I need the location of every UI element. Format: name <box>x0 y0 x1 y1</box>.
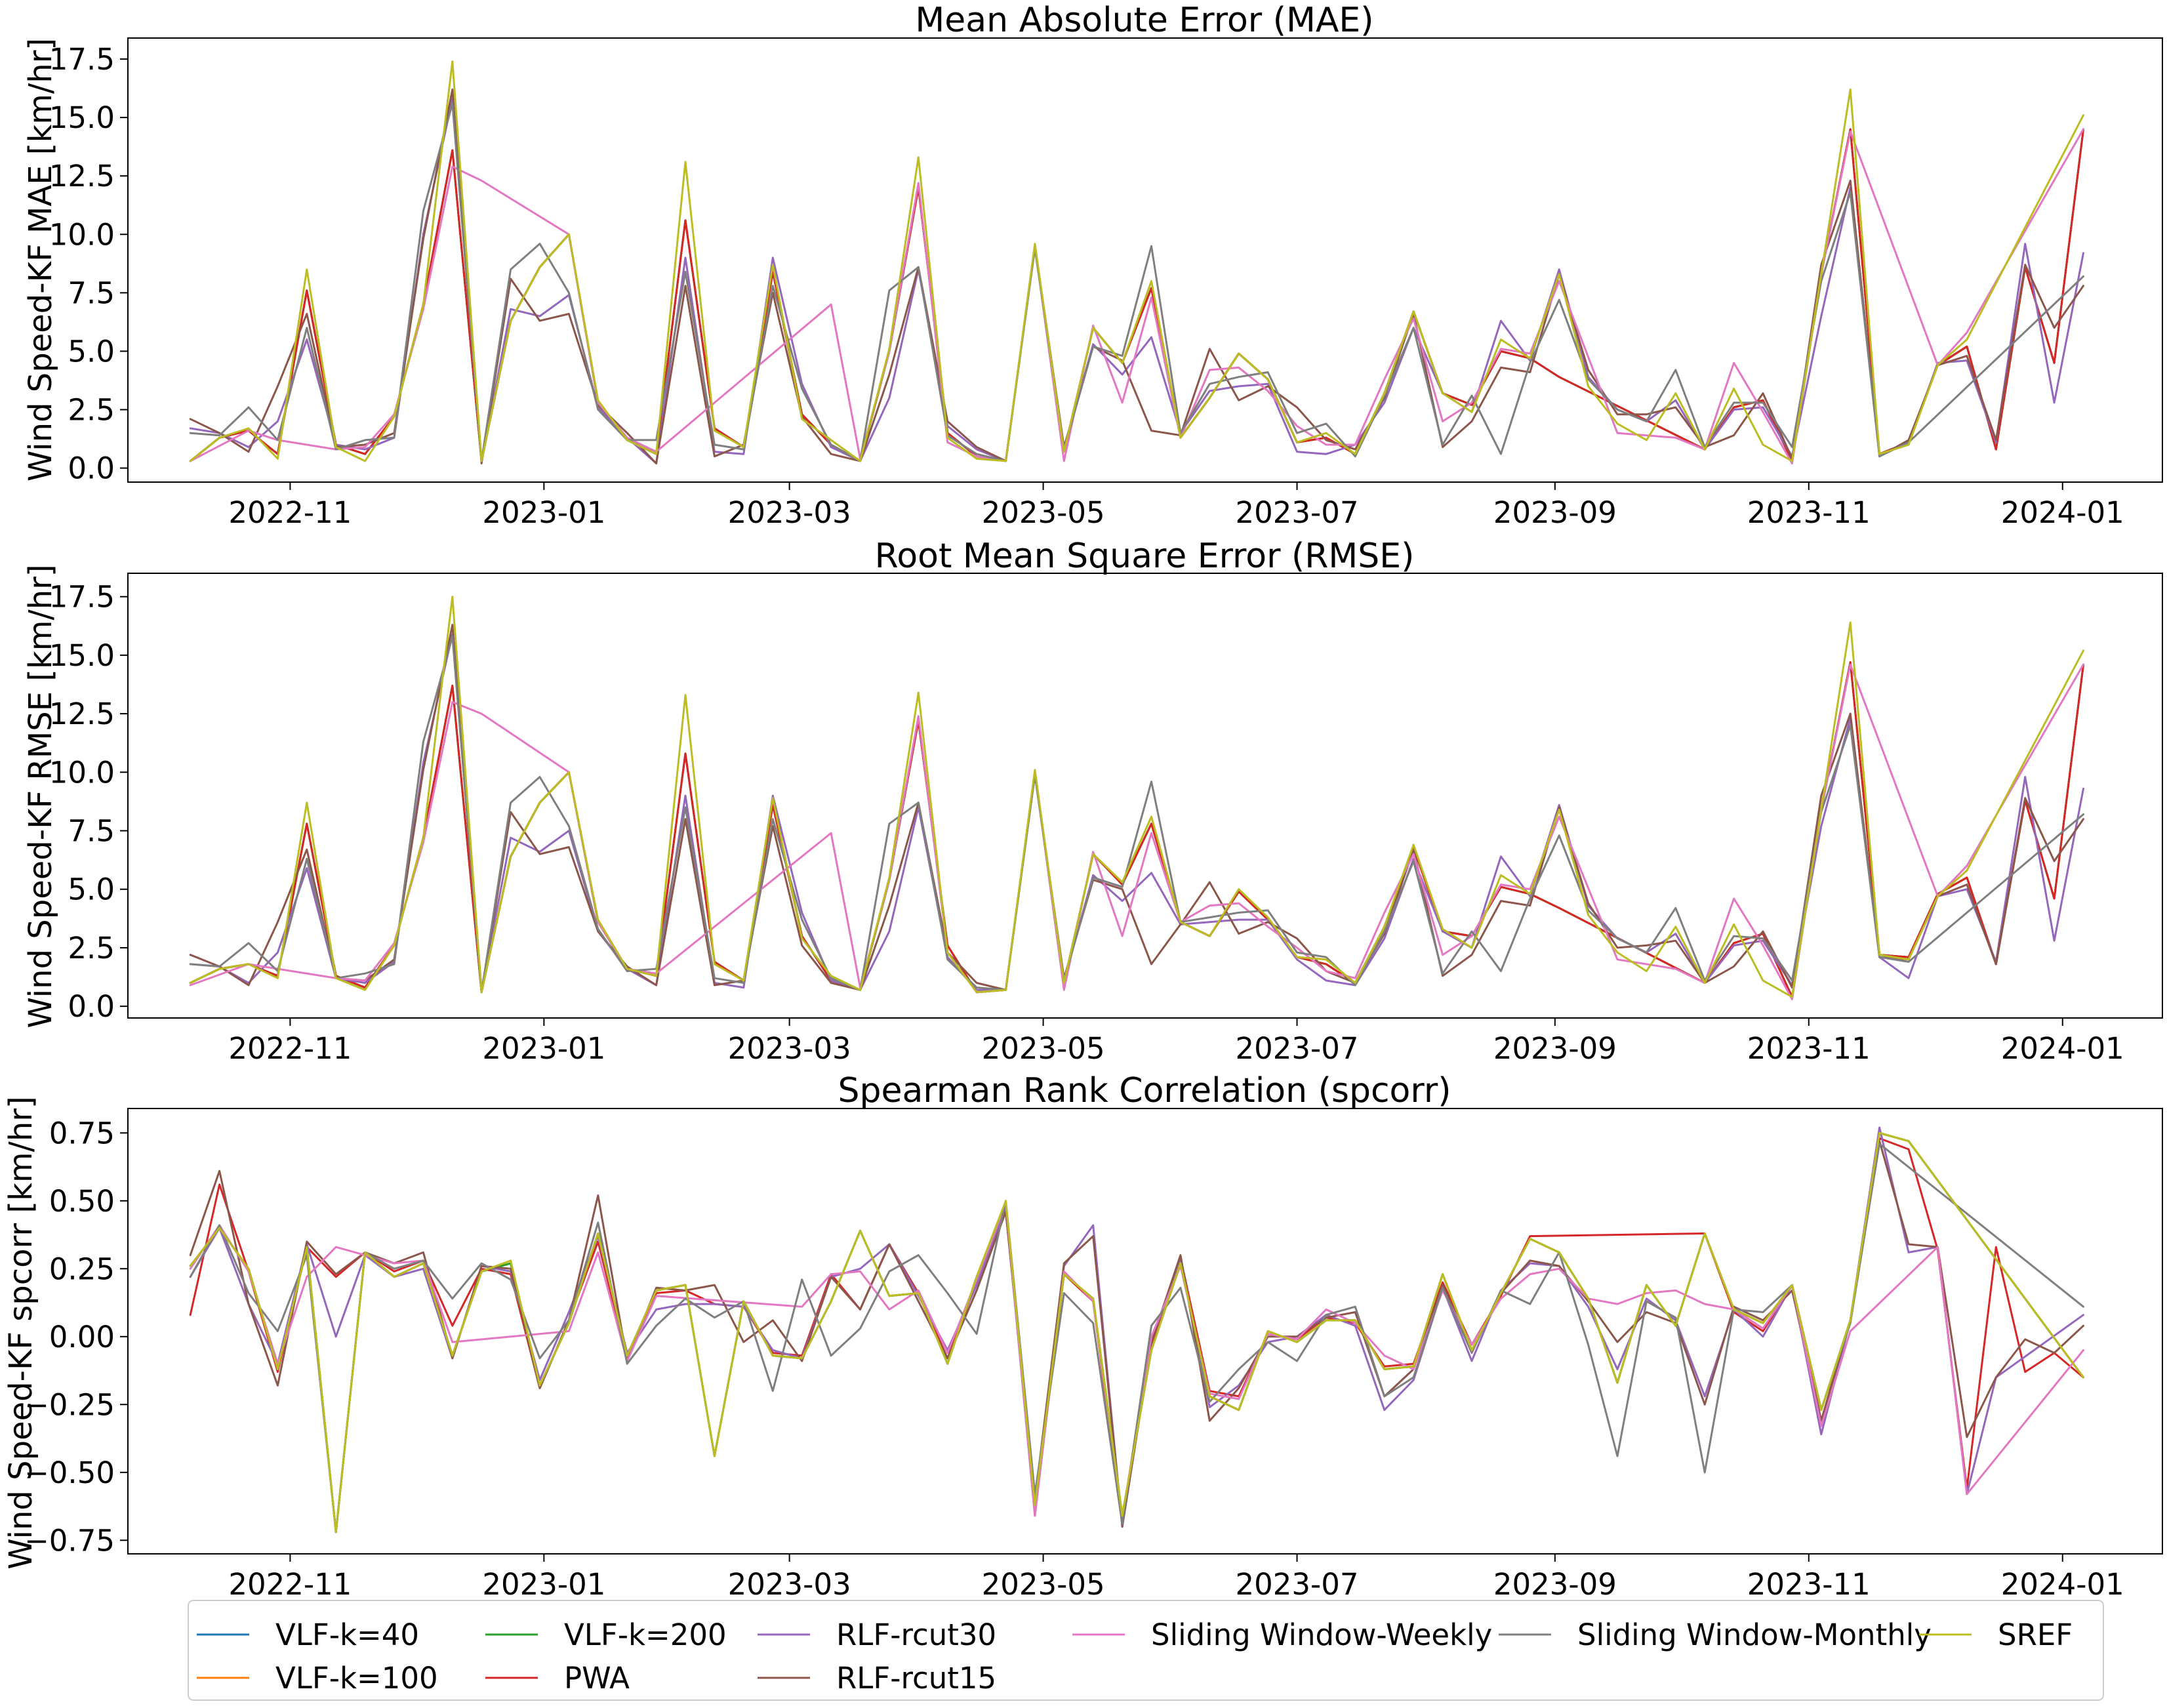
mae-series-lines <box>189 60 2084 464</box>
rmse-plot-frame <box>127 573 2163 1019</box>
rmse-xtick-label: 2023-09 <box>1493 1031 1617 1066</box>
mae-ylabel: Wind Speed-KF MAE [km/hr] <box>22 38 59 481</box>
spcorr-xtick-label: 2023-09 <box>1493 1567 1617 1602</box>
spcorr-ytick-label: −0.25 <box>24 1387 115 1422</box>
legend-box <box>188 1600 2104 1701</box>
spcorr-line-pwa <box>189 1137 2084 1525</box>
mae-xtick-label: 2023-05 <box>982 495 1105 530</box>
mae-panel: Mean Absolute Error (MAE) Wind Speed-KF … <box>22 1 2163 530</box>
mae-ytick-label: 12.5 <box>49 159 115 193</box>
mae-xtick-label: 2022-11 <box>228 495 352 530</box>
legend-label-rlf-rcut30: RLF-rcut30 <box>836 1617 996 1652</box>
spcorr-xtick-label: 2024-01 <box>2001 1567 2124 1602</box>
spcorr-line-rlf-rcut15 <box>189 1140 2084 1528</box>
spcorr-line-sliding-window-monthly <box>189 1143 2084 1534</box>
rmse-ytick-label: 7.5 <box>68 814 115 849</box>
mae-xtick-label: 2023-07 <box>1236 495 1359 530</box>
mae-line-rlf-rcut30 <box>189 98 2084 464</box>
rmse-line-sliding-window-weekly <box>189 663 2084 1000</box>
spcorr-xtick-label: 2023-05 <box>982 1567 1105 1602</box>
mae-ytick-label: 10.0 <box>49 217 115 252</box>
mae-line-sliding-window-monthly <box>189 102 2084 462</box>
rmse-line-rlf-rcut15 <box>189 624 2084 994</box>
mae-xtick-label: 2023-09 <box>1493 495 1617 530</box>
spcorr-title: Spearman Rank Correlation (spcorr) <box>838 1071 1451 1110</box>
spcorr-xtick-label: 2023-11 <box>1747 1567 1871 1602</box>
spcorr-xtick-label: 2022-11 <box>228 1567 352 1602</box>
spcorr-ytick-label: −0.50 <box>24 1455 115 1490</box>
spcorr-ticks: 2022-11 2023-01 2023-03 2023-05 2023-07 2023-… <box>24 1116 2124 1602</box>
rmse-panel: Root Mean Square Error (RMSE) Wind Speed… <box>22 537 2163 1066</box>
legend-label-pwa: PWA <box>564 1661 630 1696</box>
spcorr-line-sref <box>189 1131 2084 1534</box>
legend-label-vlf-k-100: VLF-k=100 <box>275 1661 438 1696</box>
mae-xtick-label: 2024-01 <box>2001 495 2124 530</box>
spcorr-ytick-label: 0.00 <box>49 1320 115 1354</box>
mae-ytick-label: 5.0 <box>68 334 115 369</box>
spcorr-ylabel: Wind Speed-KF spcorr [km/hr] <box>3 1096 39 1569</box>
mae-line-rlf-rcut15 <box>189 88 2084 464</box>
legend-label-vlf-k-200: VLF-k=200 <box>564 1617 727 1652</box>
mae-xtick-label: 2023-11 <box>1747 495 1871 530</box>
rmse-ytick-label: 2.5 <box>68 931 115 966</box>
spcorr-line-vlf-k-100 <box>189 1131 2084 1534</box>
spcorr-line-vlf-k-200 <box>189 1131 2084 1534</box>
legend-label-sliding-window-weekly: Sliding Window-Weekly <box>1151 1617 1492 1652</box>
rmse-line-sref <box>189 596 2084 998</box>
rmse-ticks: 2022-11 2023-01 2023-03 2023-05 2023-07 2023-… <box>49 580 2124 1066</box>
mae-title: Mean Absolute Error (MAE) <box>915 1 1373 40</box>
rmse-ylabel: Wind Speed-KF RMSE [km/hr] <box>22 564 59 1028</box>
legend-label-rlf-rcut15: RLF-rcut15 <box>836 1661 996 1696</box>
mae-ytick-label: 17.5 <box>49 42 115 77</box>
rmse-ytick-label: 15.0 <box>49 638 115 673</box>
spcorr-series-lines <box>189 1126 2084 1534</box>
spcorr-panel: Spearman Rank Correlation (spcorr) Wind … <box>3 1071 2163 1602</box>
rmse-ytick-label: 12.5 <box>49 697 115 731</box>
rmse-ytick-label: 17.5 <box>49 580 115 615</box>
rmse-xtick-label: 2023-05 <box>982 1031 1105 1066</box>
legend: VLF-k=40 VLF-k=100 VLF-k=200 PWA RLF-rcut30 R… <box>188 1600 2104 1701</box>
mae-xtick-label: 2023-01 <box>482 495 605 530</box>
legend-label-sliding-window-monthly: Sliding Window-Monthly <box>1577 1617 1932 1652</box>
mae-ytick-label: 0.0 <box>68 451 115 486</box>
spcorr-ytick-label: 0.75 <box>49 1116 115 1150</box>
mae-ytick-label: 2.5 <box>68 393 115 428</box>
rmse-xtick-label: 2023-01 <box>482 1031 605 1066</box>
legend-label-vlf-k-40: VLF-k=40 <box>275 1617 419 1652</box>
rmse-title: Root Mean Square Error (RMSE) <box>875 537 1415 576</box>
rmse-xtick-label: 2023-11 <box>1747 1031 1871 1066</box>
mae-ticks: 2022-11 2023-01 2023-03 2023-05 2023-07 2023-… <box>49 42 2124 530</box>
rmse-xtick-label: 2024-01 <box>2001 1031 2124 1066</box>
mae-line-sref <box>189 60 2084 462</box>
rmse-xtick-label: 2023-07 <box>1236 1031 1359 1066</box>
mae-xtick-label: 2023-03 <box>728 495 851 530</box>
rmse-line-sliding-window-monthly <box>189 635 2084 994</box>
rmse-ytick-label: 10.0 <box>49 755 115 790</box>
mae-ytick-label: 15.0 <box>49 100 115 135</box>
rmse-xtick-label: 2022-11 <box>228 1031 352 1066</box>
spcorr-line-sliding-window-weekly <box>189 1202 2084 1520</box>
spcorr-plot-frame <box>127 1108 2163 1555</box>
spcorr-xtick-label: 2023-07 <box>1236 1567 1359 1602</box>
spcorr-xtick-label: 2023-01 <box>482 1567 605 1602</box>
rmse-xtick-label: 2023-03 <box>728 1031 851 1066</box>
mae-ytick-label: 7.5 <box>68 275 115 310</box>
spcorr-line-vlf-k-40 <box>189 1131 2084 1534</box>
spcorr-ytick-label: 0.50 <box>49 1184 115 1219</box>
legend-label-sref: SREF <box>1998 1617 2073 1652</box>
spcorr-ytick-label: −0.75 <box>24 1523 115 1558</box>
rmse-ytick-label: 0.0 <box>68 989 115 1024</box>
spcorr-xtick-label: 2023-03 <box>728 1567 851 1602</box>
rmse-ytick-label: 5.0 <box>68 872 115 907</box>
spcorr-ytick-label: 0.25 <box>49 1251 115 1286</box>
rmse-series-lines <box>189 596 2084 1000</box>
mae-plot-frame <box>127 37 2163 483</box>
mae-line-sliding-window-weekly <box>189 128 2084 464</box>
